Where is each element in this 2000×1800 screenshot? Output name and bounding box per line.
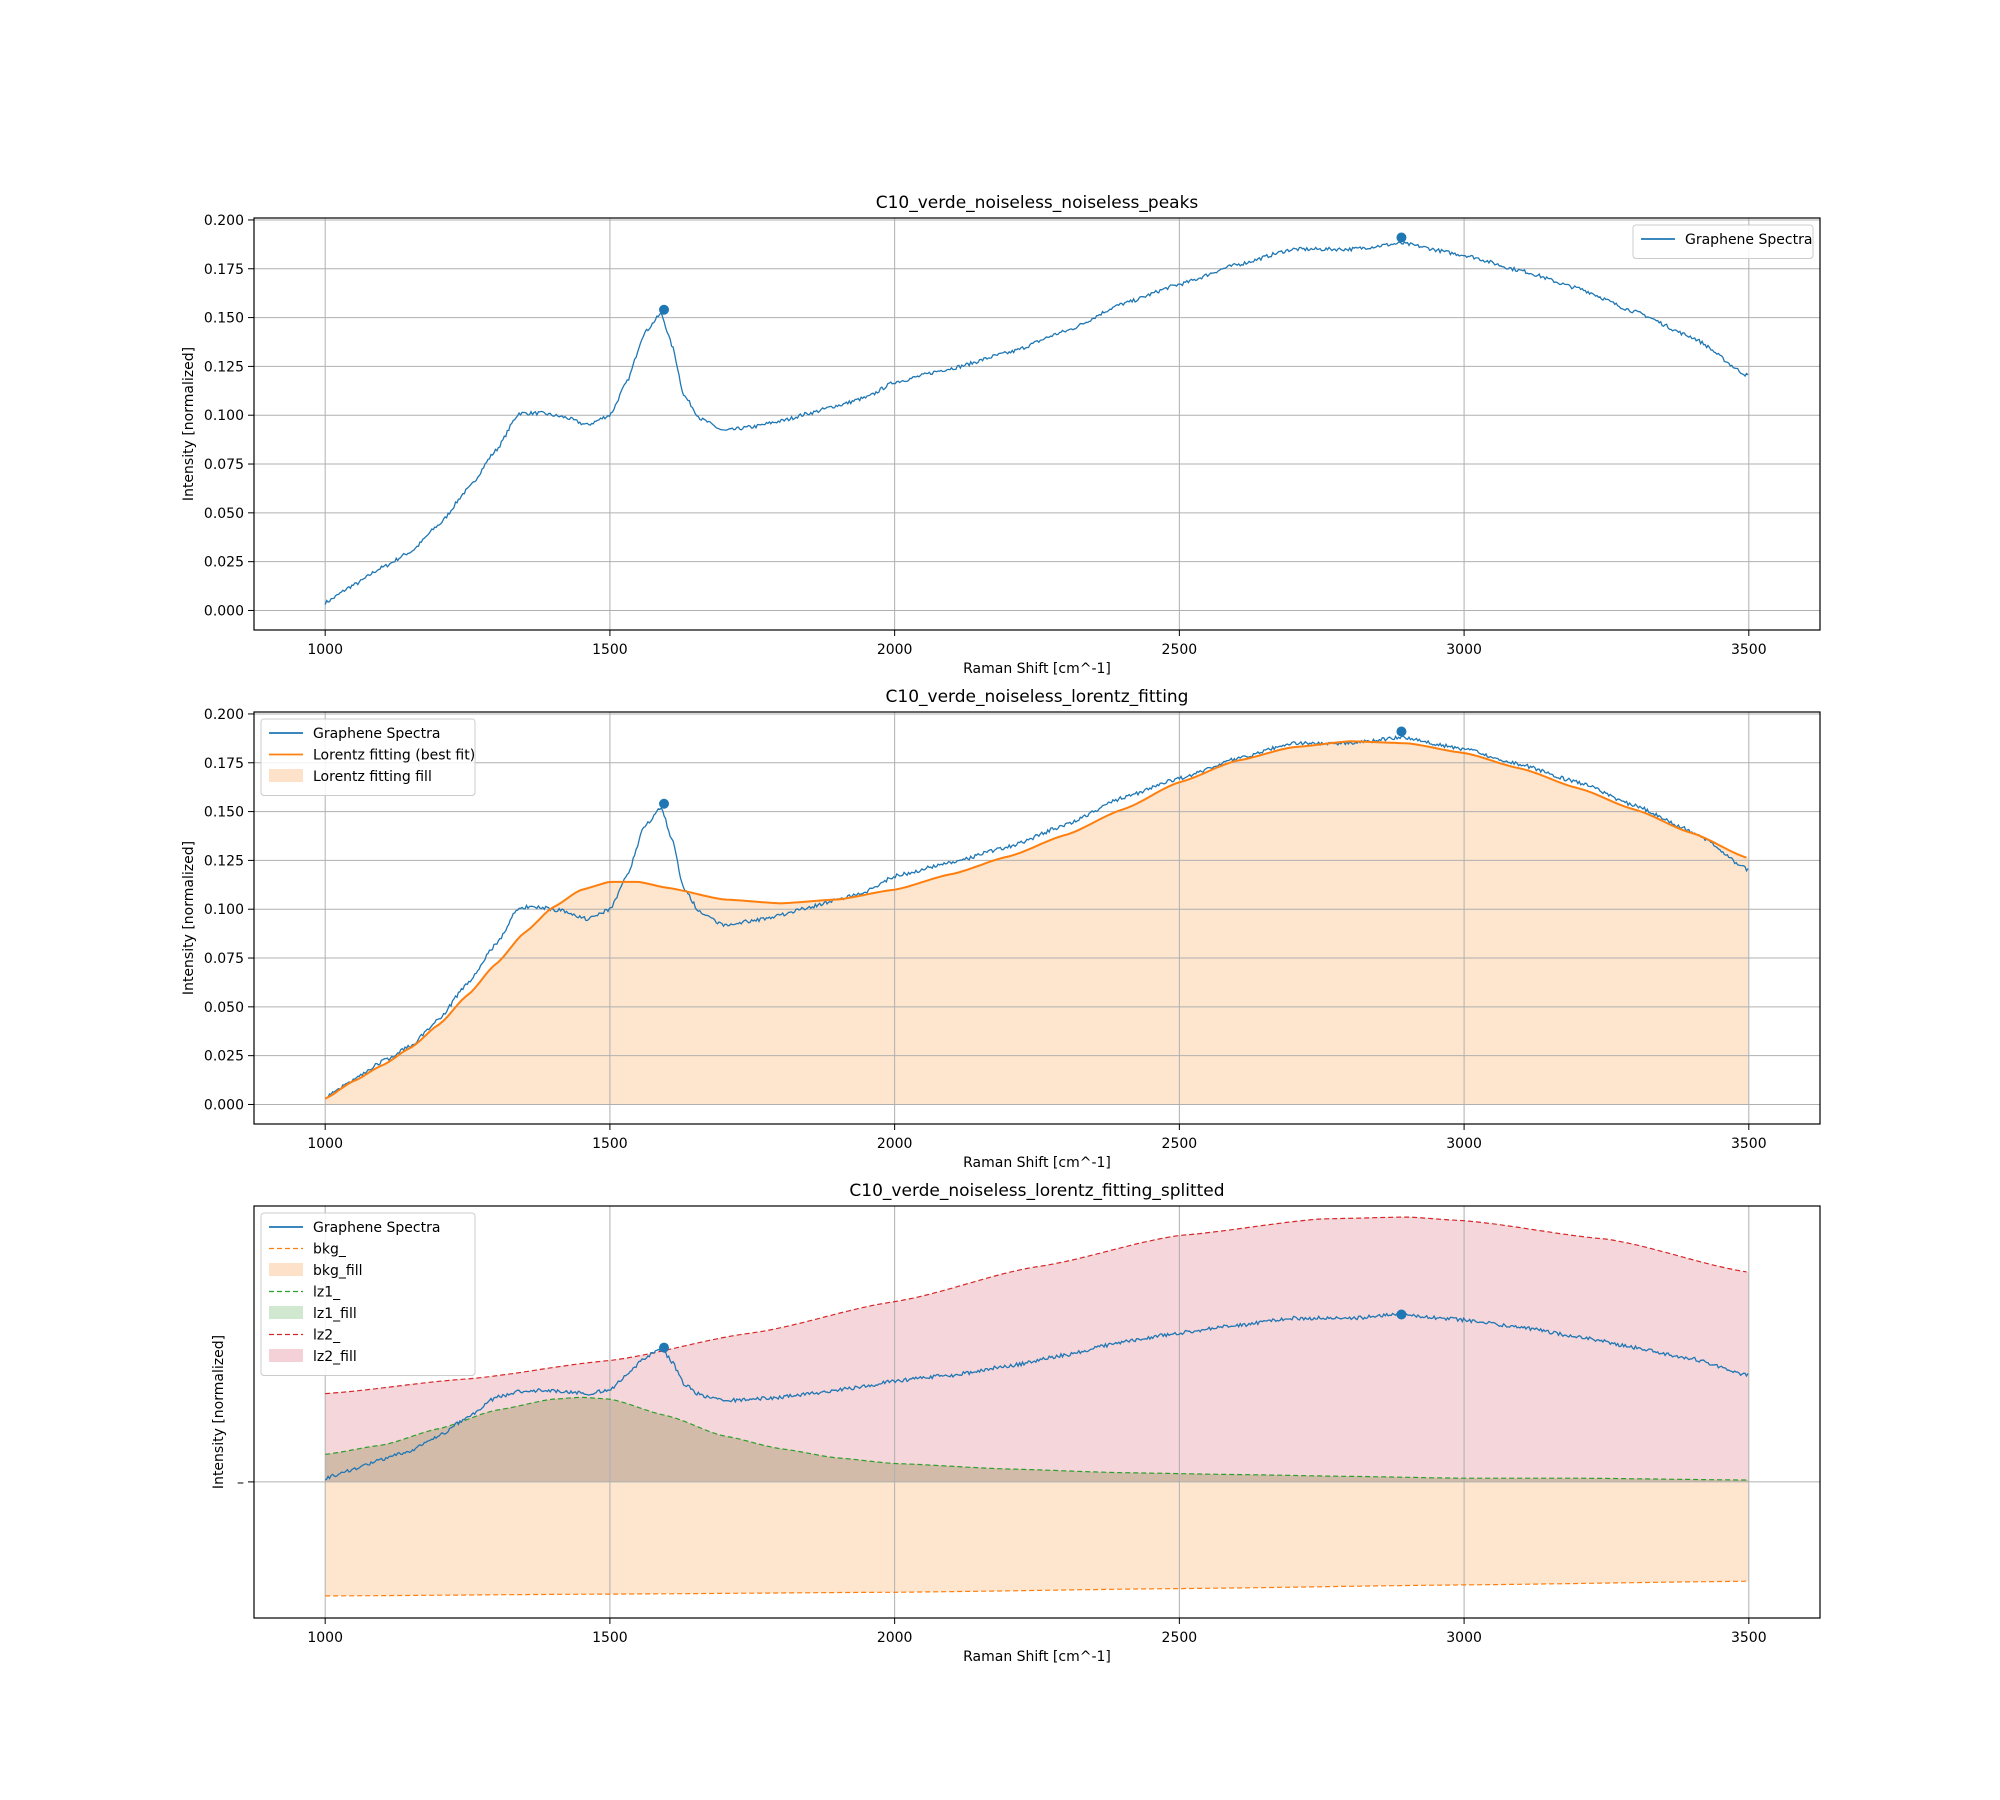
- y-tick-label: 0.200: [204, 707, 244, 723]
- chart-title: C10_verde_noiseless_lorentz_fitting_spli…: [849, 1181, 1224, 1201]
- x-tick-label: 1500: [592, 642, 628, 658]
- legend-swatch: [269, 1349, 303, 1362]
- y-tick-label: 0.175: [204, 756, 244, 772]
- legend-label: Lorentz fitting (best fit): [313, 748, 475, 764]
- y-axis-label: Intensity [normalized]: [211, 1335, 227, 1489]
- y-tick-label: 0.100: [204, 902, 244, 918]
- legend: Graphene Spectra Lorentz fitting (best fi…: [261, 719, 475, 796]
- x-tick-label: 2500: [1162, 1630, 1198, 1646]
- legend-label: lz1_fill: [313, 1306, 357, 1322]
- y-tick-label: 0.000: [204, 603, 244, 619]
- y-tick-label: 0.125: [204, 359, 244, 375]
- x-tick-label: 2500: [1162, 1136, 1198, 1152]
- y-tick-label: 0.000: [204, 1097, 244, 1113]
- legend-label: bkg_fill: [313, 1263, 362, 1279]
- x-axis-label: Raman Shift [cm^-1]: [963, 1155, 1111, 1171]
- x-tick-label: 3000: [1446, 642, 1482, 658]
- y-axis-label: Intensity [normalized]: [181, 841, 197, 995]
- y-tick-label: 0.100: [204, 408, 244, 424]
- y-tick-label: 0.075: [204, 951, 244, 967]
- legend-label: lz2_fill: [313, 1349, 357, 1365]
- series-lines: [325, 242, 1748, 605]
- grid: [254, 218, 1820, 630]
- x-tick-label: 2500: [1162, 642, 1198, 658]
- y-tick-label: 0.175: [204, 262, 244, 278]
- plot-area: [325, 1217, 1749, 1596]
- y-tick-label: 0.150: [204, 805, 244, 821]
- legend-swatch: [269, 1263, 303, 1276]
- chart-title: C10_verde_noiseless_lorentz_fitting: [886, 687, 1189, 707]
- peak-marker-2: [1396, 727, 1406, 737]
- legend-swatch: [269, 769, 303, 782]
- legend: Graphene Spectra: [1633, 225, 1813, 259]
- peak-marker-2: [1396, 1310, 1406, 1320]
- panel-1: 1000 1500 2000 2500 3000 3500 0.000 0.025 0.050 0…: [181, 193, 1820, 677]
- legend-label: lz1_: [313, 1285, 341, 1301]
- legend: Graphene Spectra bkg_ bkg_fill lz1_ lz1_fill…: [261, 1213, 475, 1376]
- legend-label: Graphene Spectra: [1685, 232, 1812, 248]
- series-fill-bkg-: [325, 1482, 1749, 1596]
- x-axis-label: Raman Shift [cm^-1]: [963, 661, 1111, 677]
- x-tick-label: 1500: [592, 1136, 628, 1152]
- y-tick-label: 0.025: [204, 555, 244, 571]
- y-tick-label: 0.025: [204, 1049, 244, 1065]
- y-tick-label: –: [237, 1475, 244, 1491]
- x-tick-label: 3500: [1731, 642, 1767, 658]
- chart-title: C10_verde_noiseless_noiseless_peaks: [876, 193, 1199, 213]
- x-tick-label: 2000: [877, 642, 913, 658]
- x-tick-label: 3000: [1446, 1136, 1482, 1152]
- panel-2: 1000 1500 2000 2500 3000 3500 0.000 0.025 0.050 0…: [181, 687, 1820, 1171]
- x-tick-label: 1500: [592, 1630, 628, 1646]
- y-tick-label: 0.050: [204, 1000, 244, 1016]
- x-tick-label: 1000: [307, 642, 343, 658]
- y-tick-label: 0.075: [204, 457, 244, 473]
- legend-label: Graphene Spectra: [313, 726, 440, 742]
- x-tick-label: 1000: [307, 1630, 343, 1646]
- panel-3: 1000 1500 2000 2500 3000 3500 – C10_verde_noise…: [211, 1181, 1820, 1665]
- y-tick-label: 0.125: [204, 853, 244, 869]
- y-tick-label: 0.150: [204, 311, 244, 327]
- x-tick-label: 2000: [877, 1136, 913, 1152]
- x-axis-label: Raman Shift [cm^-1]: [963, 1649, 1111, 1665]
- legend-label: Lorentz fitting fill: [313, 769, 432, 785]
- x-tick-label: 3500: [1731, 1136, 1767, 1152]
- x-tick-label: 3500: [1731, 1630, 1767, 1646]
- series-fill-lorentz-fitting-best-fit-: [325, 741, 1749, 1104]
- series-line-graphene-spectra: [325, 242, 1748, 605]
- peak-marker-2: [1396, 233, 1406, 243]
- plot-area: [325, 741, 1749, 1104]
- peak-marker-1: [659, 1343, 669, 1353]
- x-tick-label: 3000: [1446, 1630, 1482, 1646]
- y-tick-label: 0.050: [204, 506, 244, 522]
- x-tick-label: 2000: [877, 1630, 913, 1646]
- y-tick-label: 0.200: [204, 213, 244, 229]
- axes-frame: [254, 218, 1820, 630]
- legend-label: bkg_: [313, 1242, 347, 1258]
- legend-swatch: [269, 1306, 303, 1319]
- legend-label: lz2_: [313, 1328, 341, 1344]
- y-axis-label: Intensity [normalized]: [181, 347, 197, 501]
- x-tick-label: 1000: [307, 1136, 343, 1152]
- peak-marker-1: [659, 799, 669, 809]
- legend-label: Graphene Spectra: [313, 1220, 440, 1236]
- peak-marker-1: [659, 305, 669, 315]
